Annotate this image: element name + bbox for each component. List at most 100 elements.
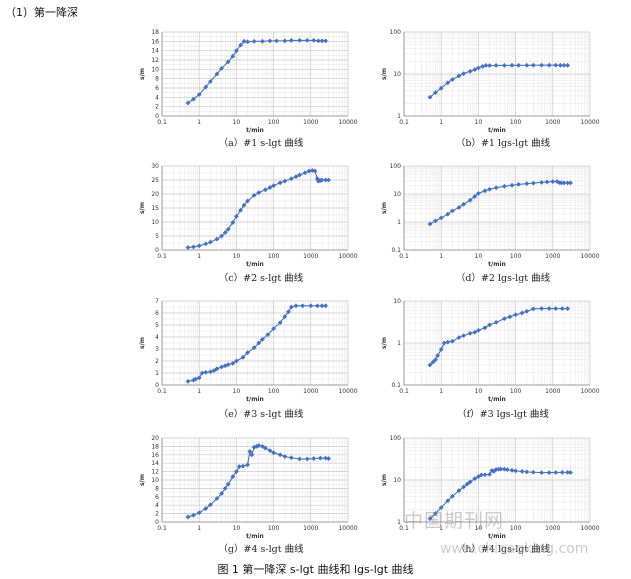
y-tick-label: 1 bbox=[397, 519, 401, 526]
y-tick-label: 1 bbox=[155, 370, 159, 377]
x-tick-label: 100 bbox=[268, 525, 280, 532]
x-tick-label: 1 bbox=[197, 253, 201, 260]
x-axis-label: t/min bbox=[246, 533, 264, 540]
y-tick-label: 18 bbox=[151, 29, 159, 36]
data-point bbox=[476, 65, 481, 71]
data-point bbox=[493, 63, 499, 68]
data-point bbox=[456, 488, 462, 493]
data-point bbox=[568, 180, 573, 186]
data-point bbox=[288, 38, 294, 43]
data-point bbox=[203, 370, 209, 375]
x-tick-label: 100 bbox=[510, 525, 522, 532]
data-point bbox=[311, 38, 317, 43]
data-point bbox=[493, 319, 499, 325]
data-point bbox=[326, 456, 331, 461]
chart-caption: （g）#4 s-lgt 曲线 bbox=[218, 543, 304, 555]
x-tick-label: 10 bbox=[475, 388, 483, 395]
data-point bbox=[445, 80, 451, 86]
y-tick-label: 0 bbox=[155, 519, 159, 526]
data-point bbox=[271, 326, 276, 331]
x-tick-label: 0.1 bbox=[157, 388, 167, 395]
data-point bbox=[245, 350, 250, 355]
data-point bbox=[236, 464, 242, 469]
data-point bbox=[247, 449, 253, 454]
x-tick-label: 1000 bbox=[303, 119, 318, 126]
data-point bbox=[546, 306, 552, 311]
data-point bbox=[249, 452, 255, 458]
data-point bbox=[539, 179, 545, 185]
data-point bbox=[319, 177, 325, 183]
y-tick-label: 15 bbox=[151, 205, 159, 212]
data-point bbox=[482, 472, 488, 478]
section-heading: （1）第一降深 bbox=[5, 6, 78, 19]
data-point bbox=[516, 62, 521, 68]
data-point bbox=[319, 38, 325, 44]
data-point bbox=[553, 62, 559, 68]
x-tick-label: 0.1 bbox=[157, 525, 167, 532]
data-point bbox=[427, 516, 433, 522]
data-point bbox=[461, 333, 466, 339]
data-point bbox=[433, 90, 438, 96]
x-tick-label: 10000 bbox=[580, 119, 599, 126]
y-axis-label: s/m bbox=[381, 68, 388, 80]
data-point bbox=[207, 502, 213, 508]
data-point bbox=[565, 62, 571, 68]
data-point bbox=[240, 355, 246, 360]
data-point bbox=[449, 338, 455, 344]
data-point bbox=[539, 62, 545, 68]
data-point bbox=[196, 510, 202, 516]
y-tick-label: 3 bbox=[155, 346, 159, 353]
data-point bbox=[438, 347, 444, 352]
data-point bbox=[219, 66, 224, 71]
data-point bbox=[282, 178, 288, 184]
y-tick-label: 18 bbox=[151, 443, 159, 450]
data-point bbox=[234, 358, 239, 364]
x-tick-label: 10000 bbox=[580, 388, 599, 395]
data-point bbox=[472, 476, 478, 481]
data-point bbox=[441, 340, 447, 346]
y-tick-label: 0 bbox=[155, 113, 159, 120]
x-tick-label: 100 bbox=[510, 119, 522, 126]
data-point bbox=[234, 48, 239, 54]
x-tick-label: 1 bbox=[439, 253, 443, 260]
x-tick-label: 10 bbox=[233, 388, 241, 395]
x-tick-label: 10000 bbox=[338, 119, 357, 126]
data-point bbox=[476, 191, 481, 196]
watermark-url: www.chinaqking.com bbox=[440, 541, 589, 557]
data-point bbox=[271, 450, 276, 456]
chart-caption: （e）#3 s-lgt 曲线 bbox=[219, 408, 304, 420]
data-point bbox=[314, 303, 320, 309]
data-point bbox=[203, 241, 209, 247]
data-point bbox=[530, 62, 536, 68]
data-point bbox=[467, 330, 473, 336]
y-tick-label: 2 bbox=[155, 511, 159, 518]
y-tick-label: 8 bbox=[155, 76, 159, 83]
y-tick-label: 10 bbox=[151, 219, 159, 226]
x-tick-label: 1 bbox=[197, 119, 201, 126]
x-axis-label: t/min bbox=[488, 396, 506, 403]
data-point bbox=[240, 463, 246, 469]
y-tick-label: 4 bbox=[155, 502, 159, 509]
data-point bbox=[502, 316, 507, 322]
y-tick-label: 10 bbox=[393, 191, 401, 198]
y-tick-label: 10 bbox=[393, 477, 401, 484]
chart-caption: （d）#2 lgs-lgt 曲线 bbox=[456, 272, 551, 284]
y-tick-label: 8 bbox=[155, 485, 159, 492]
data-point bbox=[524, 308, 530, 314]
y-tick-label: 20 bbox=[151, 435, 159, 442]
data-point bbox=[267, 38, 273, 44]
data-point bbox=[238, 207, 244, 213]
data-point bbox=[461, 201, 466, 207]
data-point bbox=[319, 303, 325, 309]
data-point bbox=[265, 332, 271, 337]
x-tick-label: 1000 bbox=[303, 525, 318, 532]
y-tick-label: 0.1 bbox=[391, 382, 401, 389]
data-point bbox=[557, 62, 563, 68]
data-point bbox=[502, 183, 507, 189]
data-point bbox=[219, 491, 224, 496]
x-tick-label: 10000 bbox=[580, 525, 599, 532]
data-point bbox=[544, 179, 550, 185]
data-point bbox=[456, 335, 462, 340]
data-point bbox=[225, 226, 231, 232]
y-tick-label: 5 bbox=[155, 322, 159, 329]
